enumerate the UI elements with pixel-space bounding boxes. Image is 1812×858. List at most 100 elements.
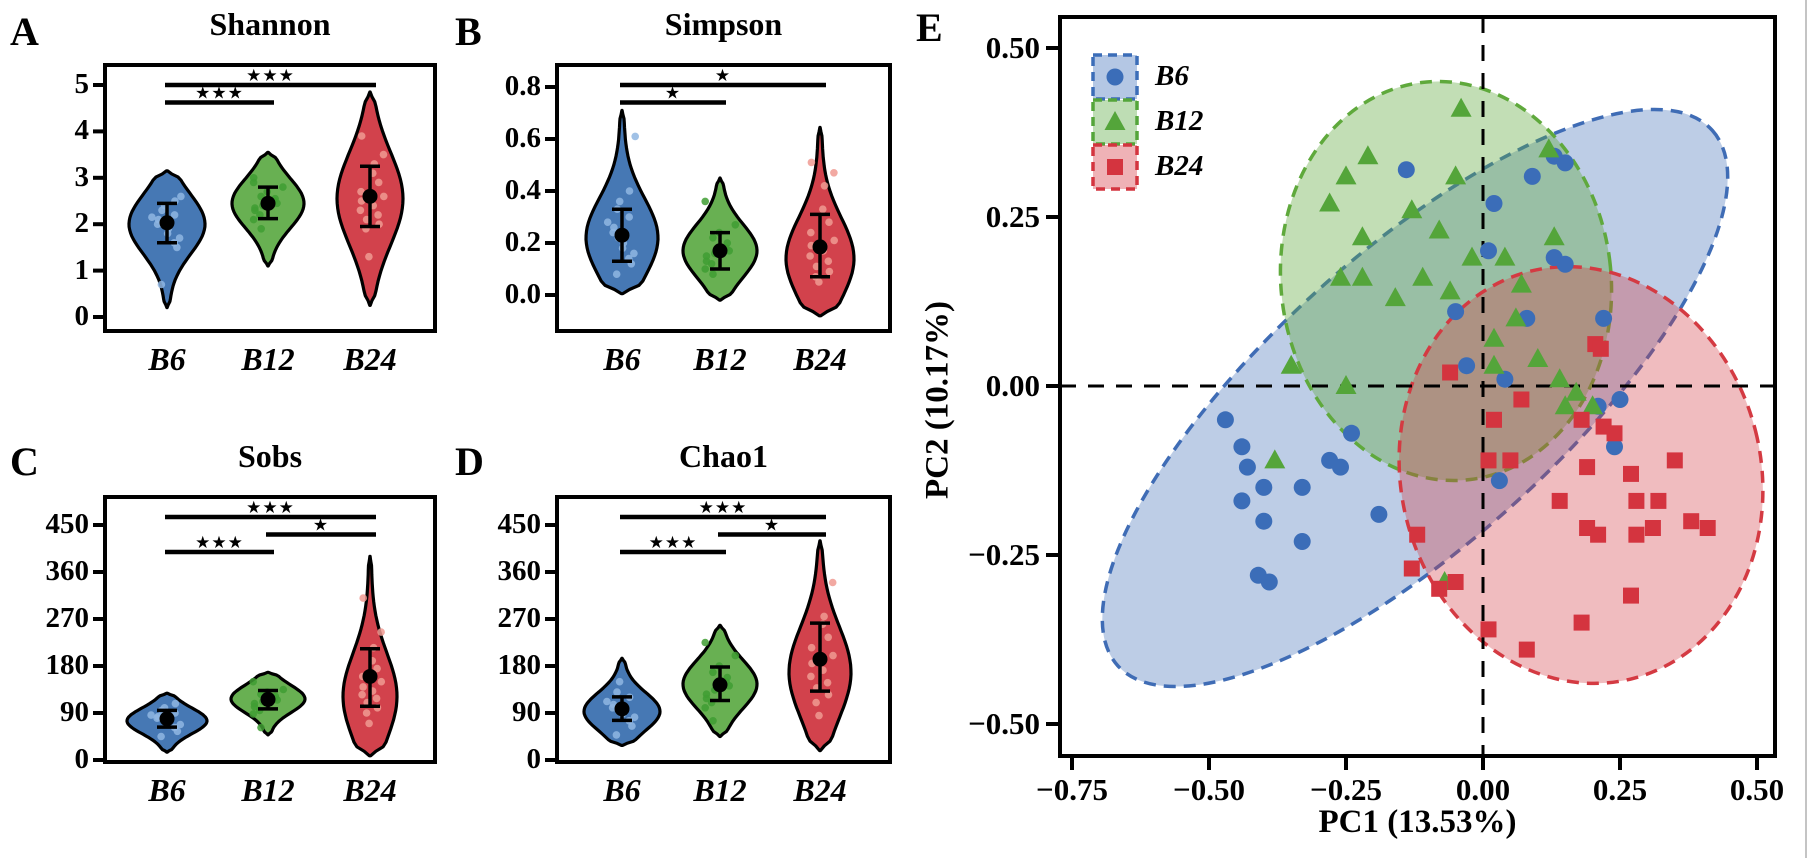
x-tick-label: −0.25 <box>1310 772 1382 807</box>
y-tick-label: 0.0 <box>504 278 541 310</box>
mean-dot <box>362 188 378 204</box>
y-tick-label: 0 <box>74 300 90 332</box>
jitter-dot <box>157 280 166 289</box>
scatter-point-B12 <box>1401 199 1423 219</box>
jitter-dot <box>374 178 383 187</box>
legend-triangle-icon <box>1104 111 1126 130</box>
jitter-dot <box>148 213 156 221</box>
jitter-dot <box>701 197 709 206</box>
jitter-dot <box>359 683 367 691</box>
scatter-point-B24 <box>1699 520 1716 536</box>
jitter-dot <box>613 688 621 696</box>
scatter-point-B24 <box>1644 520 1661 536</box>
scatter-point-B24 <box>1409 526 1426 543</box>
scatter-point-B12 <box>1582 395 1604 415</box>
scatter-point-B24 <box>1579 459 1596 476</box>
jitter-dot <box>731 221 740 229</box>
scatter-point-B12 <box>1445 165 1467 185</box>
panel-d-title: Chao1 <box>679 438 768 474</box>
jitter-dot <box>829 651 837 660</box>
legend-label-b6: B6 <box>1155 60 1189 92</box>
y-tick-label: 0.50 <box>985 30 1040 65</box>
significance-stars: ★ <box>764 516 780 536</box>
jitter-dot <box>380 192 388 201</box>
jitter-dot <box>372 694 381 703</box>
y-tick-label: −0.50 <box>968 706 1040 741</box>
jitter-dot <box>249 215 258 224</box>
jitter-dot <box>365 252 373 261</box>
scatter-point-B6 <box>1595 309 1613 327</box>
jitter-dot <box>603 218 612 226</box>
jitter-dot <box>610 223 618 232</box>
scatter-point-B6 <box>1216 411 1234 429</box>
mean-dot <box>614 227 630 243</box>
scatter-point-B24 <box>1628 492 1645 509</box>
scatter-point-B12 <box>1357 145 1379 165</box>
x-tick-label: 0.50 <box>1729 772 1785 807</box>
jitter-dot <box>170 211 179 219</box>
category-label-B24: B24 <box>343 341 397 377</box>
jitter-dot <box>631 132 639 141</box>
jitter-dot <box>709 717 717 725</box>
x-tick-label: −0.75 <box>1036 772 1108 807</box>
jitter-dot <box>709 270 717 279</box>
scatter-point-B12 <box>1439 280 1461 300</box>
jitter-dot <box>615 197 624 206</box>
jitter-dot <box>257 225 266 233</box>
y-tick-label: 180 <box>45 649 90 681</box>
scatter-point-B6 <box>1480 242 1497 260</box>
significance-stars: ★ <box>665 84 681 104</box>
jitter-dot <box>377 677 386 686</box>
category-label-B6: B6 <box>148 341 186 377</box>
jitter-dot <box>251 204 259 212</box>
scatter-point-B6 <box>1606 438 1623 456</box>
jitter-dot <box>377 628 385 636</box>
mean-dot <box>159 215 175 231</box>
jitter-dot <box>825 218 833 226</box>
scatter-point-B6 <box>1332 458 1349 476</box>
jitter-dot <box>828 578 837 587</box>
jitter-dot <box>709 668 717 677</box>
jitter-dot <box>356 206 365 215</box>
scatter-point-B12 <box>1483 327 1505 347</box>
jitter-dot <box>365 719 373 728</box>
scatter-point-B12 <box>1494 246 1516 266</box>
x-tick-label: 0.25 <box>1592 772 1648 807</box>
jitter-dot <box>701 265 709 273</box>
jitter-dot <box>702 690 711 698</box>
scatter-point-B6 <box>1556 154 1574 172</box>
plot-box-E <box>1058 15 1777 758</box>
legend-label-b24: B24 <box>1155 150 1204 182</box>
jitter-dot <box>603 697 611 706</box>
scatter-point-B12 <box>1543 226 1565 246</box>
plot-box-A <box>103 63 437 333</box>
pc1-axis-label: PC1 (13.53%) <box>1318 804 1517 840</box>
significance-stars: ★★★ <box>195 533 244 553</box>
mean-dot <box>614 701 630 717</box>
legend-label-b12: B12 <box>1155 105 1204 137</box>
category-label-B24: B24 <box>793 772 847 808</box>
jitter-dot <box>373 664 381 673</box>
jitter-dot <box>362 709 371 717</box>
y-tick-label: 270 <box>45 602 90 634</box>
scatter-point-B24 <box>1606 425 1623 442</box>
scatter-point-B24 <box>1513 391 1530 408</box>
scatter-point-B12 <box>1527 348 1549 367</box>
y-tick-label: 0.4 <box>504 174 541 206</box>
scatter-point-B24 <box>1628 526 1645 543</box>
scatter-point-B12 <box>1483 354 1505 374</box>
scatter-point-B6 <box>1485 195 1503 212</box>
scatter-point-B12 <box>1549 368 1571 388</box>
category-label-B12: B12 <box>693 341 747 377</box>
y-tick-label: 270 <box>497 602 542 634</box>
jitter-dot <box>701 704 709 712</box>
y-tick-label: 360 <box>497 555 542 587</box>
jitter-dot <box>249 710 257 718</box>
scatter-point-B12 <box>1538 138 1560 158</box>
scatter-point-B6 <box>1293 478 1311 496</box>
jitter-dot <box>824 257 833 266</box>
y-tick-label: 0 <box>74 743 90 775</box>
jitter-dot <box>175 234 184 242</box>
scatter-point-B12 <box>1264 449 1286 469</box>
y-tick-label: 450 <box>497 508 542 540</box>
